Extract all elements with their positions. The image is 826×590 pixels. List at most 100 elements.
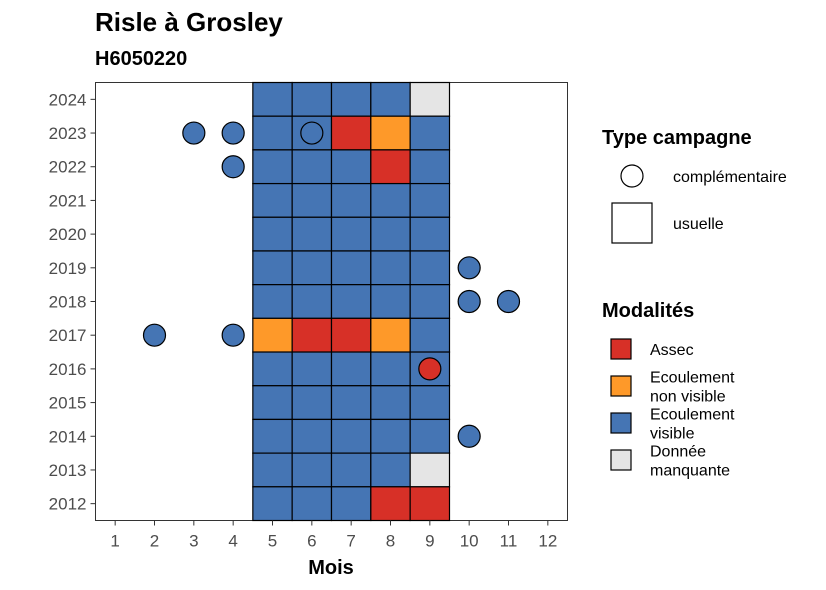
x-tick-label-9: 9 [425,532,434,551]
cell-2023-5 [252,115,293,151]
legend-key-manquante [610,449,632,471]
legend-key-non_visible [610,375,632,397]
cell-2014-7 [330,418,372,454]
legend-type-title: Type campagne [602,127,752,149]
y-tick-label-2016: 2016 [49,360,87,379]
chart-title: Risle à Grosley [95,7,283,37]
cell-2022-7 [330,149,372,185]
point-2018-10 [457,289,481,314]
cell-2019-9 [409,250,451,286]
x-tick-label-12: 12 [538,532,557,551]
cell-2023-9 [409,115,451,151]
cell-2015-8 [370,385,411,421]
cell-2020-7 [330,216,372,252]
cell-2024-6 [291,81,333,117]
cell-2016-7 [330,351,372,387]
x-tick-label-5: 5 [268,532,277,551]
y-tick-label-2015: 2015 [49,394,87,413]
cell-2024-7 [330,81,372,117]
cell-2013-8 [370,452,411,488]
cell-2022-6 [291,149,333,185]
cell-2012-7 [330,486,372,522]
cell-2023-7 [330,115,372,151]
cell-2013-6 [291,452,333,488]
legend-label-non_visible: Ecoulement [650,370,735,387]
cell-2017-6 [291,317,333,353]
cell-2017-5 [252,317,293,353]
x-tick-label-7: 7 [346,532,355,551]
point-2017-4 [221,323,245,347]
cell-2014-5 [252,418,293,454]
chart-subtitle: H6050220 [95,48,187,70]
cell-2015-7 [330,385,372,421]
point-2016-9 [418,357,442,381]
cell-2021-6 [291,182,333,218]
point-2022-4 [221,155,245,179]
y-tick-label-2018: 2018 [49,293,87,312]
legend-label-manquante: Donnée [650,444,706,461]
cell-2019-7 [330,250,372,286]
legend-label-manquante: manquante [650,463,730,480]
x-tick-label-11: 11 [500,532,518,551]
cell-2019-5 [252,250,293,286]
cell-2018-9 [409,284,451,319]
legend: Type campagne complémentaire usuelle Mod… [602,127,787,480]
legend-key-visible [610,412,632,434]
cell-2024-5 [252,81,293,117]
legend-complementaire-label: complémentaire [673,169,787,186]
cell-2014-6 [291,418,333,454]
complementaire-points [142,121,521,448]
cell-2021-9 [409,182,451,218]
point-2023-3 [182,121,206,145]
cell-2021-7 [330,182,372,218]
x-tick-label-3: 3 [189,532,198,551]
y-tick-label-2022: 2022 [49,158,87,177]
legend-label-assec: Assec [650,342,694,359]
cell-2017-9 [409,317,451,353]
point-2023-6 [300,121,324,145]
cell-2012-6 [291,486,333,522]
cell-2018-7 [330,284,372,319]
x-tick-label-6: 6 [307,532,316,551]
cell-2014-8 [370,418,411,454]
cell-2012-9 [409,486,451,522]
legend-usuelle-key [611,202,653,244]
point-2018-11 [496,289,521,314]
y-tick-label-2019: 2019 [49,259,87,278]
cell-2015-9 [409,385,451,421]
y-axis: 2012 2013 2014 2015 2016 2017 2018 2019 2020 2021… [49,90,96,514]
point-2017-2 [142,323,167,347]
cell-2016-8 [370,351,411,387]
x-tick-label-4: 4 [228,532,237,551]
cell-2013-5 [252,452,293,488]
y-tick-label-2023: 2023 [49,124,87,143]
point-2023-4 [221,121,245,145]
cell-2021-8 [370,182,411,218]
x-axis-title: Mois [308,557,354,579]
cell-2024-8 [370,81,411,117]
cell-2018-8 [370,284,411,319]
cell-2019-6 [291,250,333,286]
cell-2023-8 [370,115,411,151]
x-tick-label-8: 8 [386,532,395,551]
legend-label-visible: Ecoulement [650,407,735,424]
cell-2018-5 [252,284,293,319]
cell-2016-6 [291,351,333,387]
point-2014-10 [457,424,481,448]
y-tick-label-2012: 2012 [49,495,87,514]
cell-2020-6 [291,216,333,252]
legend-usuelle-label: usuelle [673,216,724,233]
cell-2024-9 [409,81,451,117]
cell-2013-9 [409,452,451,488]
cell-2019-8 [370,250,411,286]
legend-label-non_visible: non visible [650,389,726,406]
legend-complementaire-key [620,164,644,188]
cell-2016-5 [252,351,293,387]
cell-2022-9 [409,149,451,185]
x-tick-label-10: 10 [460,532,479,551]
y-tick-label-2020: 2020 [49,225,87,244]
cell-2020-9 [409,216,451,252]
y-tick-label-2024: 2024 [49,90,87,109]
